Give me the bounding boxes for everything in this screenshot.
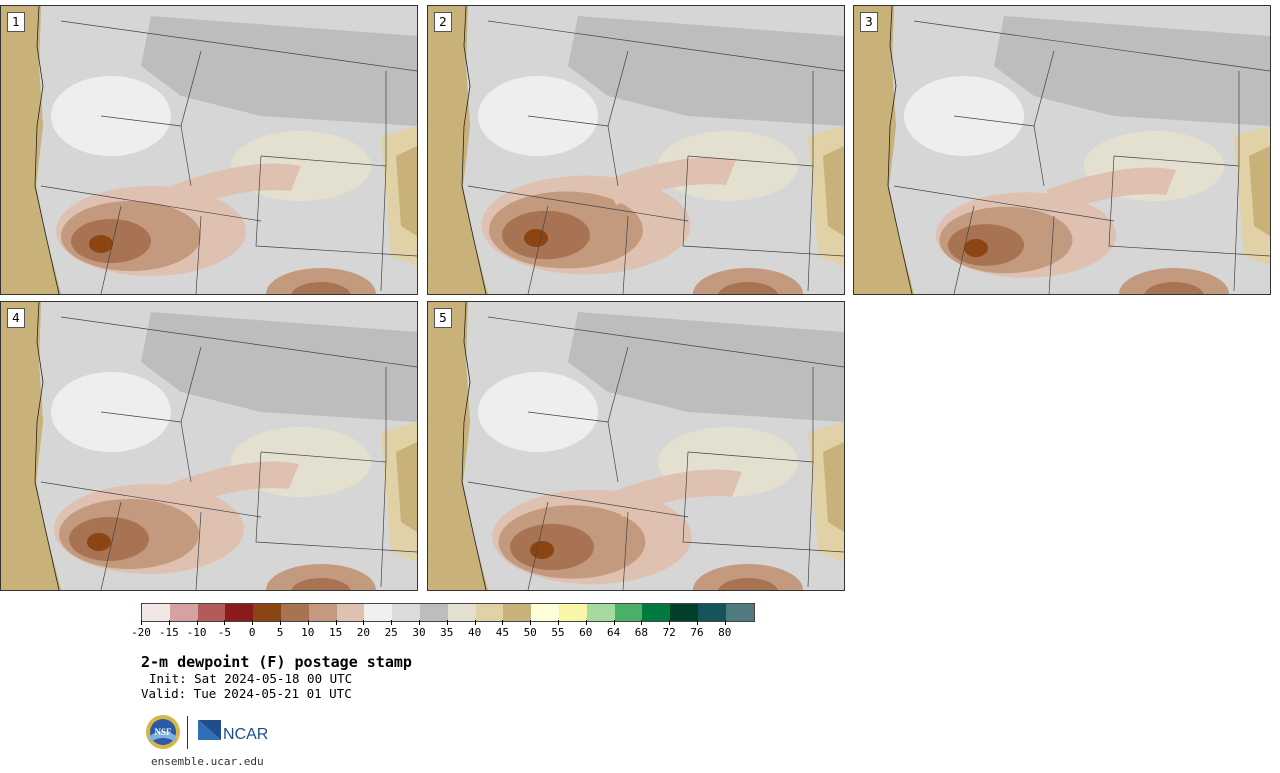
colorbar-swatch <box>697 604 726 621</box>
colorbar-tick <box>307 620 309 625</box>
colorbar-swatch <box>586 604 615 621</box>
svg-text:NCAR: NCAR <box>223 726 268 743</box>
colorbar-swatch <box>447 604 476 621</box>
dewpoint-map <box>1 302 417 590</box>
colorbar-swatch <box>142 604 170 621</box>
colorbar-tick <box>363 620 365 625</box>
map-panel-2: 2 <box>427 5 845 295</box>
colorbar-tick-label: 35 <box>440 626 454 639</box>
colorbar-tick-label: 45 <box>495 626 510 639</box>
colorbar-swatch <box>419 604 448 621</box>
map-field <box>1 6 417 294</box>
colorbar-tick-label: -15 <box>158 626 179 639</box>
colorbar-swatch <box>614 604 643 621</box>
map-field <box>854 6 1270 294</box>
panel-number: 2 <box>434 12 452 32</box>
colorbar-tick-label: 20 <box>356 626 371 639</box>
colorbar-tick-label: -5 <box>217 626 232 639</box>
colorbar-tick <box>502 620 504 625</box>
panel-number: 4 <box>7 308 25 328</box>
colorbar-tick <box>669 620 671 625</box>
colorbar-tick <box>196 620 198 625</box>
colorbar-tick-label: 64 <box>606 626 621 639</box>
colorbar-swatch <box>670 604 698 621</box>
colorbar-tick <box>585 620 587 625</box>
colorbar-tick <box>391 620 393 625</box>
colorbar-tick <box>335 620 337 625</box>
colorbar-tick <box>224 620 226 625</box>
colorbar-tick <box>446 620 448 625</box>
svg-text:NSF: NSF <box>154 727 172 737</box>
colorbar-tick-label: 76 <box>690 626 704 639</box>
colorbar-swatch <box>531 604 559 621</box>
colorbar-tick <box>141 620 142 625</box>
colorbar-tick <box>724 620 726 625</box>
colorbar-tick-label: 5 <box>276 626 284 639</box>
colorbar-swatch <box>253 604 281 621</box>
colorbar-tick-label: 50 <box>523 626 537 639</box>
dewpoint-map <box>1 6 417 294</box>
map-panel-5: 5 <box>427 301 845 591</box>
logo-divider <box>187 716 188 749</box>
colorbar-swatch <box>225 604 254 621</box>
colorbar-tick <box>697 620 698 625</box>
colorbar-swatch <box>364 604 393 621</box>
colorbar-tick-label: -20 <box>131 626 151 639</box>
panel-number: 1 <box>7 12 25 32</box>
colorbar-tick <box>530 620 532 625</box>
colorbar-swatch <box>169 604 198 621</box>
colorbar-legend <box>141 603 755 622</box>
colorbar-tick-label: 0 <box>248 626 256 639</box>
colorbar-swatch <box>336 604 365 621</box>
map-field <box>428 302 844 590</box>
colorbar-tick-label: 68 <box>634 626 649 639</box>
colorbar-swatch <box>558 604 587 621</box>
site-url: ensemble.ucar.edu <box>151 755 264 768</box>
colorbar-tick-label: 60 <box>579 626 593 639</box>
colorbar-tick-label: -10 <box>186 626 207 639</box>
colorbar-tick-label: 72 <box>662 626 676 639</box>
figure-title: 2-m dewpoint (F) postage stamp <box>141 653 412 671</box>
colorbar-swatch <box>642 604 671 621</box>
colorbar-tick-label: 25 <box>384 626 398 639</box>
colorbar-swatch <box>280 604 309 621</box>
colorbar-tick-label: 55 <box>551 626 565 639</box>
dewpoint-map <box>854 6 1270 294</box>
colorbar-tick-label: 80 <box>718 626 732 639</box>
colorbar-swatch <box>197 604 226 621</box>
colorbar-tick <box>280 620 281 625</box>
colorbar-swatch <box>725 604 754 621</box>
colorbar-tick-label: 15 <box>328 626 343 639</box>
colorbar-ticks: -20 -15 -10 -5 0 5 10 15 20 25 30 35 40 45 50 55 60 64 68 7… <box>131 620 761 642</box>
panel-number: 3 <box>860 12 878 32</box>
colorbar-tick-label: 30 <box>412 626 426 639</box>
dewpoint-map <box>428 302 844 590</box>
ncar-logo: NCAR <box>198 720 268 743</box>
map-field <box>1 302 417 590</box>
colorbar-tick <box>613 620 615 625</box>
map-field <box>428 6 844 294</box>
map-panel-3: 3 <box>853 5 1271 295</box>
nsf-logo: NSF <box>146 715 180 749</box>
colorbar-swatch <box>392 604 420 621</box>
colorbar-swatch <box>503 604 532 621</box>
colorbar-tick <box>419 620 420 625</box>
colorbar-tick <box>641 620 643 625</box>
valid-time: Valid: Tue 2024-05-21 01 UTC <box>141 686 352 701</box>
init-time: Init: Sat 2024-05-18 00 UTC <box>149 671 353 686</box>
map-panel-4: 4 <box>0 301 418 591</box>
colorbar-tick <box>474 620 476 625</box>
colorbar-tick <box>558 620 559 625</box>
dewpoint-map <box>428 6 844 294</box>
panel-number: 5 <box>434 308 452 328</box>
colorbar-swatch <box>475 604 504 621</box>
colorbar-tick <box>252 620 254 625</box>
colorbar-tick-label: 40 <box>467 626 482 639</box>
map-panel-1: 1 <box>0 5 418 295</box>
colorbar-tick-label: 10 <box>301 626 315 639</box>
colorbar-tick <box>168 620 170 625</box>
colorbar-swatch <box>308 604 337 621</box>
